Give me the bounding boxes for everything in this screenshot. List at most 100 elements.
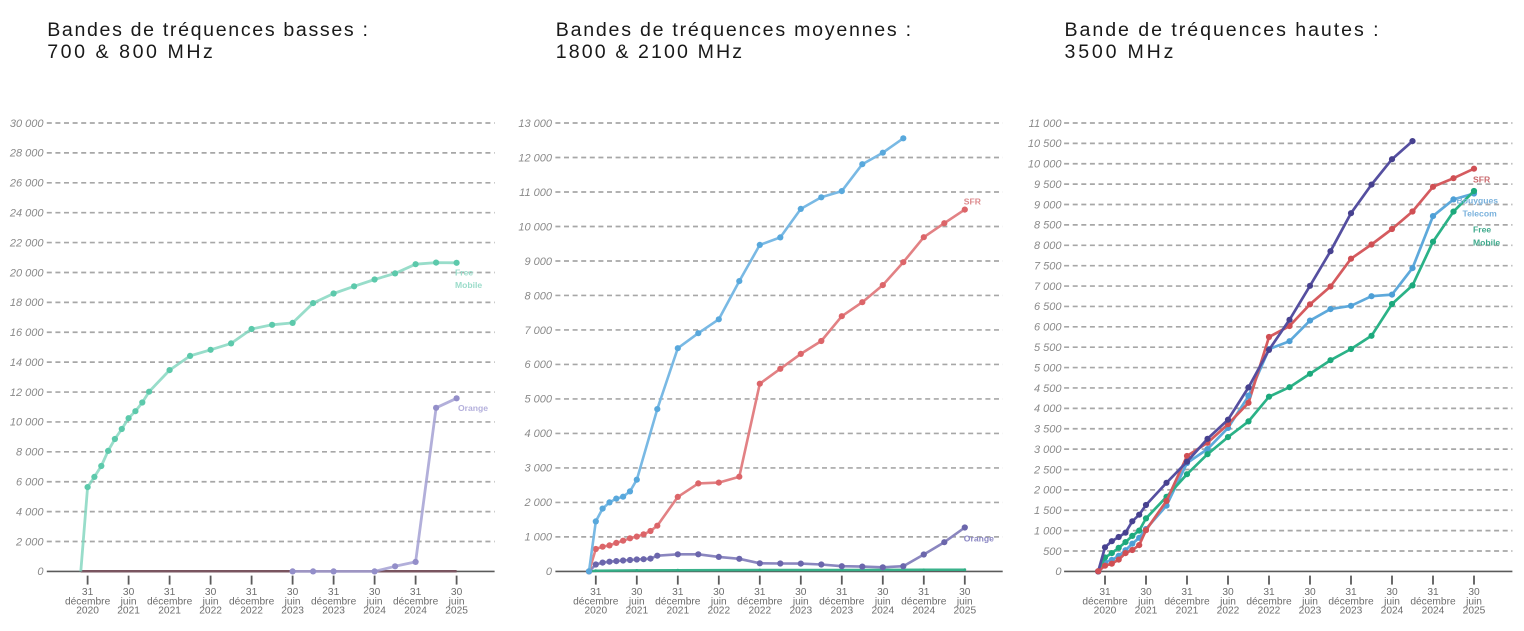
svg-text:0: 0 [37, 566, 44, 578]
svg-text:30 000: 30 000 [10, 118, 45, 130]
svg-text:2022: 2022 [748, 606, 771, 617]
svg-text:16 000: 16 000 [10, 327, 45, 339]
svg-text:28 000: 28 000 [9, 148, 45, 160]
svg-text:31: 31 [590, 587, 602, 598]
svg-text:31: 31 [1345, 587, 1357, 598]
svg-text:5 000: 5 000 [524, 394, 552, 406]
svg-text:30: 30 [631, 587, 643, 598]
svg-text:8 000: 8 000 [1034, 240, 1062, 252]
svg-text:30: 30 [795, 587, 807, 598]
svg-text:26 000: 26 000 [9, 178, 45, 190]
svg-text:3500 MHz: 3500 MHz [1065, 41, 1177, 63]
svg-text:décembre: décembre [573, 596, 619, 607]
svg-text:décembre: décembre [1328, 596, 1374, 607]
svg-text:500: 500 [1043, 546, 1062, 558]
svg-text:juin: juin [874, 596, 891, 607]
svg-text:18 000: 18 000 [10, 297, 45, 309]
svg-text:31: 31 [836, 587, 848, 598]
svg-text:6 000: 6 000 [1034, 322, 1062, 334]
svg-text:30: 30 [205, 587, 217, 598]
svg-text:9 500: 9 500 [1034, 179, 1062, 191]
svg-text:31: 31 [1099, 587, 1111, 598]
svg-text:7 000: 7 000 [524, 325, 552, 337]
svg-text:31: 31 [328, 587, 340, 598]
svg-text:30: 30 [369, 587, 381, 598]
svg-text:7 500: 7 500 [1034, 261, 1062, 273]
svg-text:Bande de tréquences hautes :: Bande de tréquences hautes : [1065, 19, 1381, 41]
svg-text:2023: 2023 [1299, 606, 1322, 617]
svg-text:30: 30 [1304, 587, 1316, 598]
svg-text:juin: juin [710, 596, 727, 607]
svg-text:juin: juin [1383, 596, 1400, 607]
svg-text:9 000: 9 000 [524, 256, 552, 268]
svg-text:juin: juin [792, 596, 809, 607]
svg-text:décembre: décembre [1246, 596, 1292, 607]
svg-text:2024: 2024 [871, 606, 894, 617]
svg-text:22 000: 22 000 [9, 237, 45, 249]
svg-text:1800 & 2100 MHz: 1800 & 2100 MHz [556, 41, 744, 63]
svg-text:4 000: 4 000 [16, 506, 44, 518]
svg-text:2024: 2024 [404, 606, 427, 617]
svg-text:3 000: 3 000 [1034, 444, 1062, 456]
svg-text:juin: juin [448, 596, 465, 607]
svg-text:2021: 2021 [1135, 606, 1158, 617]
svg-text:2 500: 2 500 [1033, 464, 1062, 476]
svg-text:SFR: SFR [964, 196, 982, 206]
svg-text:14 000: 14 000 [10, 357, 45, 369]
svg-text:Free: Free [1473, 224, 1491, 234]
svg-text:10 000: 10 000 [1028, 159, 1063, 171]
svg-text:juin: juin [1219, 596, 1236, 607]
svg-text:2023: 2023 [322, 606, 345, 617]
svg-text:juin: juin [956, 596, 973, 607]
svg-text:10 500: 10 500 [1028, 138, 1063, 150]
svg-text:700 & 800 MHz: 700 & 800 MHz [47, 41, 215, 63]
svg-text:30: 30 [1386, 587, 1398, 598]
svg-text:2022: 2022 [1217, 606, 1240, 617]
svg-text:5 000: 5 000 [1034, 362, 1062, 374]
svg-text:31: 31 [410, 587, 422, 598]
svg-text:juin: juin [628, 596, 645, 607]
svg-text:2023: 2023 [281, 606, 304, 617]
svg-text:décembre: décembre [393, 596, 439, 607]
svg-text:0: 0 [1055, 566, 1062, 578]
svg-text:31: 31 [1263, 587, 1275, 598]
svg-text:2022: 2022 [240, 606, 263, 617]
svg-text:0: 0 [546, 566, 553, 578]
svg-text:6 000: 6 000 [16, 477, 44, 489]
svg-text:2021: 2021 [117, 606, 140, 617]
svg-text:décembre: décembre [655, 596, 701, 607]
svg-text:30: 30 [713, 587, 725, 598]
svg-text:décembre: décembre [737, 596, 783, 607]
svg-text:2021: 2021 [158, 606, 181, 617]
svg-text:juin: juin [120, 596, 137, 607]
svg-text:2020: 2020 [1094, 606, 1117, 617]
svg-text:2024: 2024 [1422, 606, 1445, 617]
svg-text:5 500: 5 500 [1034, 342, 1062, 354]
svg-text:2021: 2021 [625, 606, 648, 617]
svg-text:2024: 2024 [1381, 606, 1404, 617]
svg-text:31: 31 [1427, 587, 1439, 598]
svg-text:2023: 2023 [830, 606, 853, 617]
svg-text:2025: 2025 [1463, 606, 1486, 617]
svg-text:9 000: 9 000 [1034, 199, 1062, 211]
svg-text:Orange: Orange [964, 533, 994, 543]
svg-text:Bouygues: Bouygues [1457, 196, 1499, 206]
svg-text:2 000: 2 000 [15, 536, 44, 548]
svg-text:juin: juin [1465, 596, 1482, 607]
svg-text:24 000: 24 000 [9, 208, 45, 220]
svg-text:Orange: Orange [458, 403, 488, 413]
svg-text:2021: 2021 [1176, 606, 1199, 617]
svg-text:décembre: décembre [1410, 596, 1456, 607]
svg-text:4 000: 4 000 [524, 428, 552, 440]
svg-text:30: 30 [1222, 587, 1234, 598]
svg-text:juin: juin [202, 596, 219, 607]
svg-text:Mobile: Mobile [455, 280, 482, 290]
svg-text:juin: juin [1137, 596, 1154, 607]
svg-text:7 000: 7 000 [1034, 281, 1062, 293]
svg-text:4 000: 4 000 [1034, 403, 1062, 415]
svg-text:31: 31 [672, 587, 684, 598]
svg-text:6 000: 6 000 [524, 359, 552, 371]
svg-text:décembre: décembre [311, 596, 357, 607]
svg-text:6 500: 6 500 [1034, 301, 1062, 313]
svg-text:20 000: 20 000 [9, 267, 45, 279]
